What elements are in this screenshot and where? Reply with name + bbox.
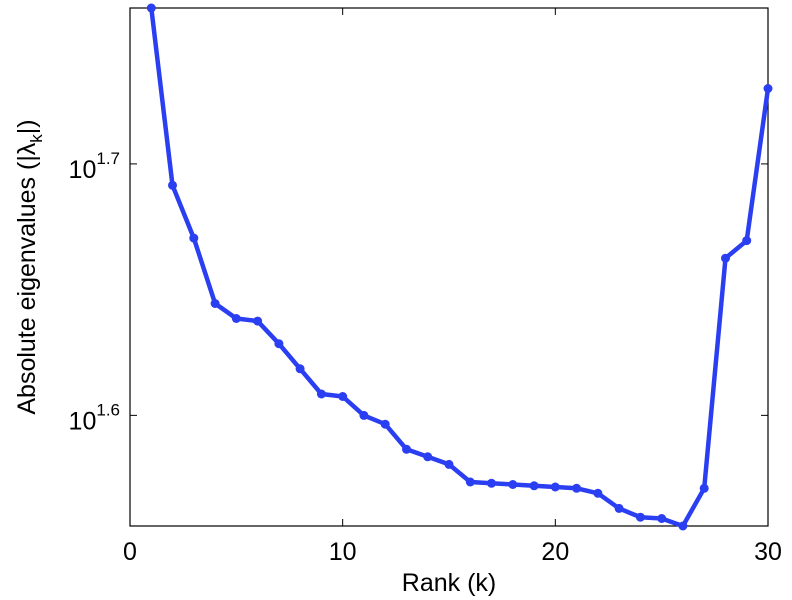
- data-point: [402, 444, 411, 454]
- data-point: [465, 477, 475, 487]
- data-point: [146, 3, 156, 13]
- data-point: [635, 512, 645, 522]
- y-axis-label: Absolute eigenvalues (|λk|): [13, 119, 46, 414]
- data-point: [614, 503, 624, 513]
- plot-area: [129, 7, 769, 527]
- data-point: [231, 314, 241, 323]
- axis-ticks: [129, 8, 769, 526]
- data-point: [189, 233, 199, 243]
- y-tick-label: 101.6: [69, 400, 120, 435]
- y-tick-label: 101.7: [69, 149, 120, 184]
- data-point: [572, 483, 582, 493]
- y-axis-label-subscript: k: [27, 134, 46, 143]
- x-tick-label: 10: [329, 538, 357, 566]
- data-point: [699, 483, 709, 493]
- x-tick-label: 30: [754, 538, 782, 566]
- y-axis-label-main: Absolute eigenvalues (|λ: [13, 142, 41, 414]
- data-point: [338, 392, 348, 401]
- data-point: [423, 452, 433, 462]
- data-point: [508, 480, 518, 489]
- data-point: [380, 419, 390, 429]
- data-point: [295, 364, 305, 374]
- x-axis-label: Rank (k): [402, 569, 496, 597]
- x-tick-label: 0: [123, 538, 137, 566]
- data-point: [550, 482, 560, 492]
- data-point: [316, 389, 326, 399]
- data-point: [678, 521, 688, 531]
- data-point: [359, 410, 369, 420]
- data-point: [253, 316, 263, 326]
- tick-labels: 0 10 20 30 101.6 101.7: [69, 149, 782, 566]
- data-point: [444, 459, 454, 469]
- data-point: [742, 236, 752, 246]
- data-point: [657, 514, 667, 523]
- data-series: [146, 3, 773, 531]
- data-point: [593, 488, 603, 498]
- y-axis-label-end: |): [13, 119, 41, 134]
- data-point: [274, 339, 284, 349]
- data-point: [487, 478, 496, 488]
- data-point: [721, 253, 730, 263]
- data-point: [763, 84, 773, 93]
- data-point: [210, 299, 220, 308]
- x-tick-label: 20: [541, 538, 569, 566]
- data-point: [529, 481, 539, 491]
- data-point: [168, 180, 177, 190]
